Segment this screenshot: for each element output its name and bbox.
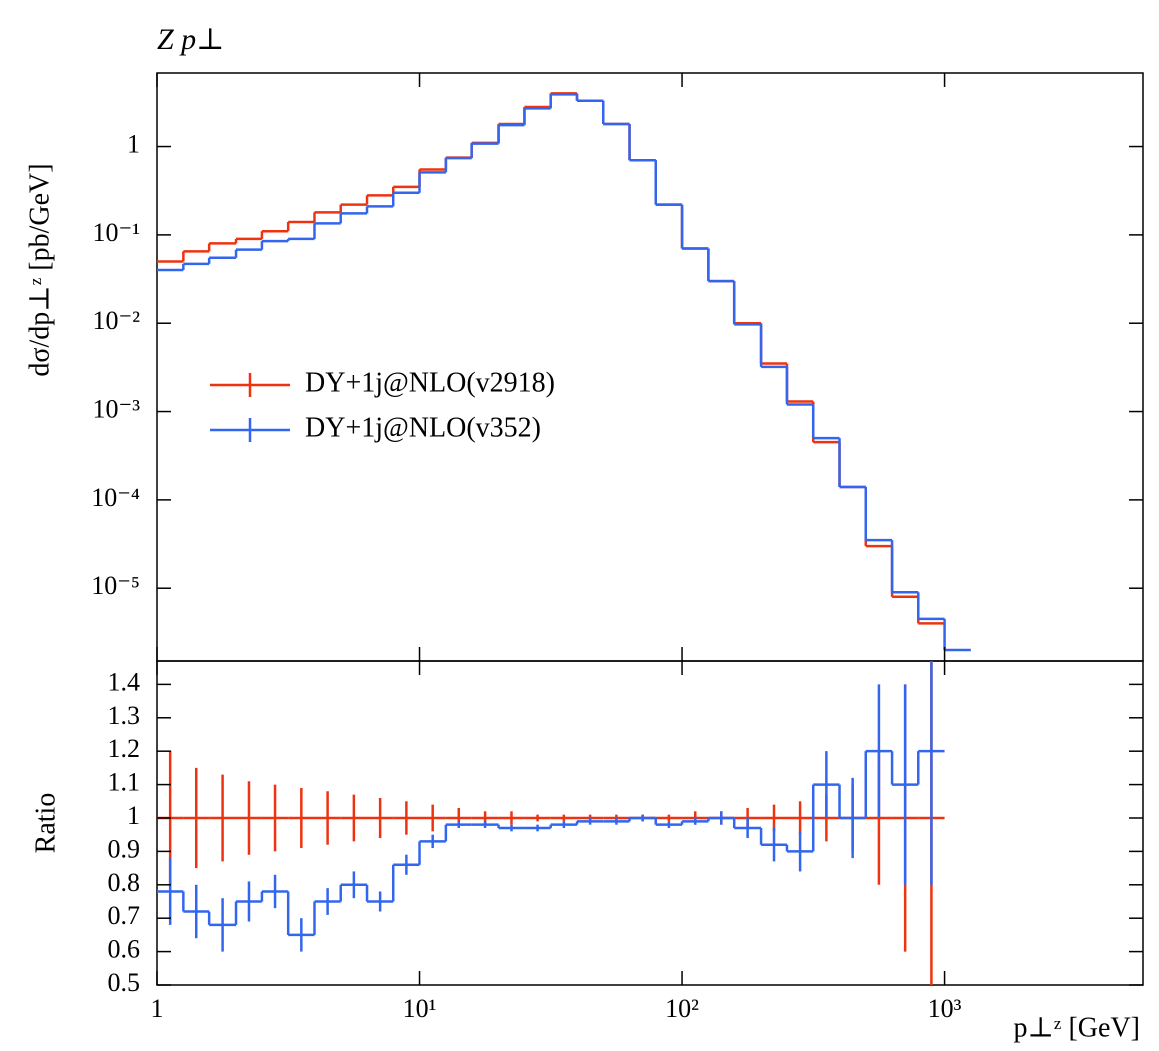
top-plot xyxy=(157,92,971,652)
y-tick-label: 1.1 xyxy=(108,768,141,797)
y-tick-label: 1.4 xyxy=(108,667,141,696)
x-axis-label: p⊥ᶻ [GeV] xyxy=(1013,1012,1140,1043)
ratio-axis-label: Ratio xyxy=(30,793,61,854)
y-tick-label: 0.8 xyxy=(108,868,141,897)
y-tick-label: 10⁻¹ xyxy=(92,218,140,247)
legend-label: DY+1j@NLO(v352) xyxy=(305,412,541,443)
ratio-plot xyxy=(157,661,945,985)
y-tick-label: 0.5 xyxy=(108,968,141,997)
legend-label: DY+1j@NLO(v2918) xyxy=(305,367,555,398)
axes: 1 10¹ 10² 10³ 10⁻⁵ 10⁻⁴ 10⁻³ 10⁻² 10⁻¹ 1 0.5 0.6 0.7… xyxy=(91,73,1143,1023)
x-tick-label: 1 xyxy=(151,994,164,1023)
y-tick-label: 10⁻⁴ xyxy=(91,483,140,512)
y-tick-label: 0.7 xyxy=(108,901,141,930)
y-axis-label: dσ/dp⊥ᶻ [pb/GeV] xyxy=(24,163,55,376)
y-tick-label: 10⁻³ xyxy=(92,395,140,424)
y-tick-label: 1 xyxy=(127,801,140,830)
y-tick-label: 10⁻² xyxy=(92,306,140,335)
ratio-frame xyxy=(156,660,1144,986)
y-tick-label: 1.3 xyxy=(108,701,141,730)
chart-title: Z p⊥ xyxy=(157,23,224,56)
y-tick-label: 10⁻⁵ xyxy=(91,571,140,600)
x-tick-label: 10¹ xyxy=(403,994,437,1023)
y-tick-label: 0.9 xyxy=(108,834,141,863)
y-tick-label: 1 xyxy=(127,130,140,159)
x-tick-label: 10² xyxy=(665,994,699,1023)
y-tick-label: 0.6 xyxy=(108,935,141,964)
y-tick-label: 1.2 xyxy=(108,734,141,763)
x-tick-label: 10³ xyxy=(928,994,962,1023)
